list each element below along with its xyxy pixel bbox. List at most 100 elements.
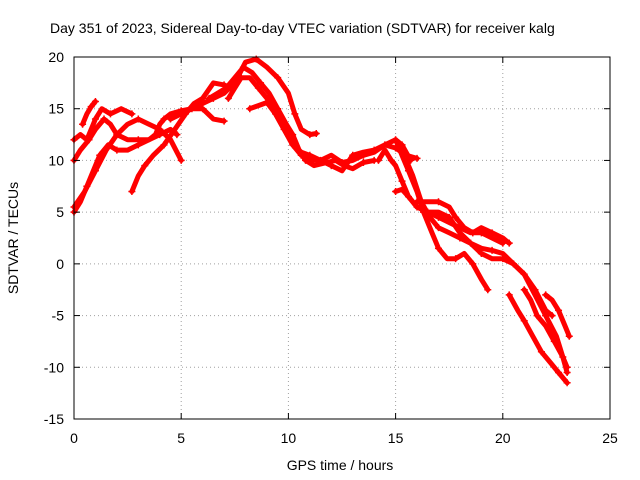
data-point — [456, 234, 464, 242]
data-point — [359, 151, 367, 159]
data-point — [477, 250, 485, 258]
y-tick-label: 10 — [48, 152, 64, 168]
data-point — [160, 141, 168, 149]
x-tick-label: 20 — [495, 430, 511, 446]
plot-frame — [73, 56, 611, 420]
data-point — [96, 151, 104, 159]
data-point — [224, 94, 232, 102]
series-arc-16 — [506, 292, 570, 386]
series-arc-10 — [247, 100, 414, 165]
data-point — [434, 213, 442, 221]
data-point — [297, 151, 305, 159]
data-point — [548, 312, 556, 320]
series-arc-17 — [521, 287, 570, 370]
data-point — [434, 224, 442, 232]
data-point — [505, 291, 513, 299]
data-point — [398, 177, 406, 185]
data-point — [166, 115, 174, 123]
data-point — [359, 158, 367, 166]
data-point — [349, 151, 357, 159]
data-point — [392, 187, 400, 195]
data-point — [87, 103, 95, 111]
data-point — [100, 115, 108, 123]
data-point — [520, 286, 528, 294]
data-point — [173, 131, 181, 139]
data-point — [327, 162, 335, 170]
chart-title: Day 351 of 2023, Sidereal Day-to-day VTE… — [50, 20, 555, 36]
data-point — [134, 115, 142, 123]
data-point — [237, 74, 245, 82]
data-point — [91, 97, 99, 105]
data-point — [306, 131, 314, 139]
data-point — [128, 110, 136, 118]
data-point — [91, 115, 99, 123]
data-point — [83, 182, 91, 190]
data-point — [542, 291, 550, 299]
data-point — [263, 99, 271, 107]
data-point — [452, 255, 460, 263]
data-point — [533, 312, 541, 320]
y-tick-label: -15 — [44, 411, 64, 427]
data-point — [188, 105, 196, 113]
grid-layer — [74, 57, 610, 419]
data-point — [274, 74, 282, 82]
data-point — [199, 94, 207, 102]
y-axis-label: SDTVAR / TECUs — [5, 182, 21, 294]
data-point — [550, 337, 558, 345]
data-point — [220, 117, 228, 125]
data-point — [565, 332, 573, 340]
data-point — [128, 187, 136, 195]
data-point — [257, 79, 265, 87]
data-point — [520, 317, 528, 325]
y-tick-label: 0 — [56, 256, 64, 272]
data-point — [555, 306, 563, 314]
data-point — [542, 312, 550, 320]
data-point — [413, 198, 421, 206]
data-point — [469, 229, 477, 237]
data-point — [387, 156, 395, 164]
data-point — [280, 125, 288, 133]
data-point — [199, 105, 207, 113]
data-point — [469, 260, 477, 268]
data-point — [452, 213, 460, 221]
data-point — [291, 110, 299, 118]
x-tick-label: 10 — [281, 430, 297, 446]
data-point — [484, 286, 492, 294]
series-layer — [70, 55, 573, 387]
series-arc-7 — [168, 56, 319, 138]
series-arc-6 — [129, 80, 233, 194]
data-point — [177, 156, 185, 164]
data-point — [83, 136, 91, 144]
data-point — [160, 115, 168, 123]
data-point — [434, 244, 442, 252]
y-tick-label: 20 — [48, 49, 64, 65]
data-point — [537, 348, 545, 356]
data-point — [402, 156, 410, 164]
y-tick-label: -5 — [52, 308, 65, 324]
data-point — [289, 131, 297, 139]
data-point — [374, 156, 382, 164]
data-point — [338, 158, 346, 166]
x-tick-label: 0 — [70, 430, 78, 446]
data-point — [488, 229, 496, 237]
data-point — [317, 156, 325, 164]
data-point — [520, 270, 528, 278]
data-point — [205, 94, 213, 102]
data-point — [413, 154, 421, 162]
x-tick-label: 25 — [602, 430, 618, 446]
data-point — [134, 141, 142, 149]
data-point — [106, 110, 114, 118]
tick-layer: 0 5 10 15 20 25 -15 -10 -5 0 5 10 15 20 — [44, 49, 618, 446]
data-point — [141, 162, 149, 170]
data-point — [499, 255, 507, 263]
data-point — [445, 213, 453, 221]
series-arc-15 — [414, 199, 512, 246]
y-tick-label: 5 — [56, 204, 64, 220]
data-point — [404, 193, 412, 201]
data-point — [239, 63, 247, 71]
y-tick-label: -10 — [44, 359, 64, 375]
series-arc-14 — [403, 157, 570, 375]
data-point — [392, 136, 400, 144]
data-point — [151, 131, 159, 139]
